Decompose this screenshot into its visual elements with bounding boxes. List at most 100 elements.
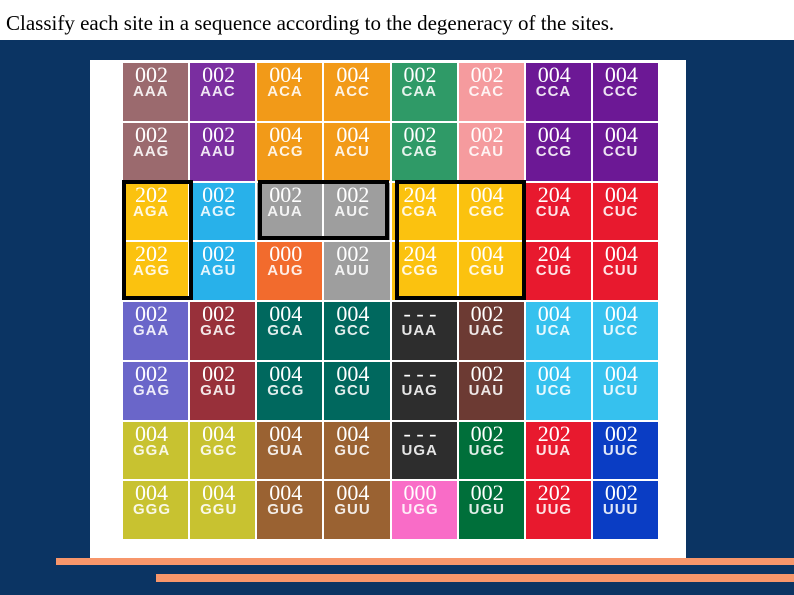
codon-cell-gau: 002 GAU: [190, 362, 255, 420]
codon-cell-aac: 002 AAC: [190, 63, 255, 121]
codon-label: ACA: [267, 84, 303, 100]
codon-cell-aua: 002 AUA: [257, 183, 322, 241]
codon-label: CUU: [603, 263, 639, 279]
codon-label: CGC: [469, 204, 505, 220]
codon-label: GUU: [334, 502, 370, 518]
codon-cell-acg: 004 ACG: [257, 123, 322, 181]
codon-label: UCC: [603, 323, 639, 339]
codon-cell-uaa: - - - UAA: [392, 302, 457, 360]
codon-label: UCA: [536, 323, 572, 339]
codon-cell-caa: 002 CAA: [392, 63, 457, 121]
codon-label: GCG: [267, 383, 304, 399]
codon-label: CCA: [536, 84, 572, 100]
codon-cell-acc: 004 ACC: [324, 63, 389, 121]
codon-label: UGG: [402, 502, 439, 518]
codon-label: UAG: [402, 383, 438, 399]
codon-label: CAG: [402, 144, 438, 160]
codon-label: GGG: [133, 502, 171, 518]
codon-cell-ugc: 002 UGC: [459, 422, 524, 480]
codon-label: GUG: [267, 502, 304, 518]
codon-label: UGC: [469, 443, 505, 459]
codon-label: CGA: [402, 204, 438, 220]
codon-cell-guc: 004 GUC: [324, 422, 389, 480]
codon-label: AUU: [334, 263, 370, 279]
codon-label: GAC: [200, 323, 236, 339]
codon-cell-gcc: 004 GCC: [324, 302, 389, 360]
codon-cell-gcu: 004 GCU: [324, 362, 389, 420]
codon-cell-gug: 004 GUG: [257, 481, 322, 539]
codon-label: UAU: [469, 383, 505, 399]
codon-label: ACC: [334, 84, 370, 100]
codon-label: CAU: [469, 144, 505, 160]
codon-cell-uuu: 002 UUU: [593, 481, 658, 539]
codon-label: CCU: [603, 144, 639, 160]
codon-label: GGA: [133, 443, 170, 459]
codon-label: AGG: [133, 263, 170, 279]
codon-label: AUG: [267, 263, 303, 279]
codon-cell-uag: - - - UAG: [392, 362, 457, 420]
codon-label: CCG: [536, 144, 572, 160]
codon-label: UGU: [469, 502, 505, 518]
codon-cell-uau: 002 UAU: [459, 362, 524, 420]
codon-cell-uua: 202 UUA: [526, 422, 591, 480]
codon-cell-cgg: 204 CGG: [392, 242, 457, 300]
codon-cell-ggc: 004 GGC: [190, 422, 255, 480]
codon-label: UGA: [402, 443, 438, 459]
codon-cell-auc: 002 AUC: [324, 183, 389, 241]
codon-cell-aga: 202 AGA: [123, 183, 188, 241]
codon-cell-uug: 202 UUG: [526, 481, 591, 539]
codon-label: GUC: [334, 443, 370, 459]
codon-cell-guu: 004 GUU: [324, 481, 389, 539]
codon-label: GGU: [200, 502, 237, 518]
codon-cell-auu: 002 AUU: [324, 242, 389, 300]
codon-label: AGC: [200, 204, 236, 220]
decor-stripe-bottom: [156, 574, 794, 582]
codon-cell-aca: 004 ACA: [257, 63, 322, 121]
codon-cell-ggg: 004 GGG: [123, 481, 188, 539]
codon-cell-gua: 004 GUA: [257, 422, 322, 480]
codon-label: AAC: [200, 84, 236, 100]
codon-label: CGG: [402, 263, 439, 279]
codon-label: GGC: [200, 443, 237, 459]
codon-cell-cca: 004 CCA: [526, 63, 591, 121]
codon-label: AUA: [267, 204, 303, 220]
codon-label: CUA: [536, 204, 572, 220]
codon-label: CAA: [402, 84, 438, 100]
codon-cell-uca: 004 UCA: [526, 302, 591, 360]
codon-cell-uuc: 002 UUC: [593, 422, 658, 480]
codon-label: GUA: [267, 443, 303, 459]
codon-cell-ugu: 002 UGU: [459, 481, 524, 539]
codon-label: GAU: [200, 383, 236, 399]
codon-label: UUA: [536, 443, 572, 459]
codon-cell-cag: 002 CAG: [392, 123, 457, 181]
codon-label: GCA: [267, 323, 303, 339]
codon-cell-ccg: 004 CCG: [526, 123, 591, 181]
codon-cell-cuu: 004 CUU: [593, 242, 658, 300]
codon-cell-aaa: 002 AAA: [123, 63, 188, 121]
codon-cell-gga: 004 GGA: [123, 422, 188, 480]
codon-cell-gaa: 002 GAA: [123, 302, 188, 360]
codon-label: GAA: [133, 323, 169, 339]
codon-label: UUC: [603, 443, 639, 459]
codon-label: GCU: [334, 383, 370, 399]
codon-label: CCC: [603, 84, 639, 100]
codon-cell-uga: - - - UGA: [392, 422, 457, 480]
codon-label: AAU: [200, 144, 236, 160]
codon-label: UCG: [536, 383, 572, 399]
codon-label: GCC: [334, 323, 370, 339]
codon-cell-gca: 004 GCA: [257, 302, 322, 360]
codon-label: AAA: [133, 84, 169, 100]
codon-label: UUU: [603, 502, 639, 518]
codon-cell-uac: 002 UAC: [459, 302, 524, 360]
codon-label: ACG: [267, 144, 303, 160]
codon-cell-cgu: 004 CGU: [459, 242, 524, 300]
decor-stripe-top: [56, 558, 794, 565]
slide-title: Classify each site in a sequence accordi…: [0, 0, 794, 40]
codon-cell-cgc: 004 CGC: [459, 183, 524, 241]
codon-label: ACU: [334, 144, 370, 160]
codon-label: UAC: [469, 323, 505, 339]
codon-cell-cug: 204 CUG: [526, 242, 591, 300]
codon-label: UUG: [536, 502, 572, 518]
codon-cell-acu: 004 ACU: [324, 123, 389, 181]
codon-cell-ggu: 004 GGU: [190, 481, 255, 539]
